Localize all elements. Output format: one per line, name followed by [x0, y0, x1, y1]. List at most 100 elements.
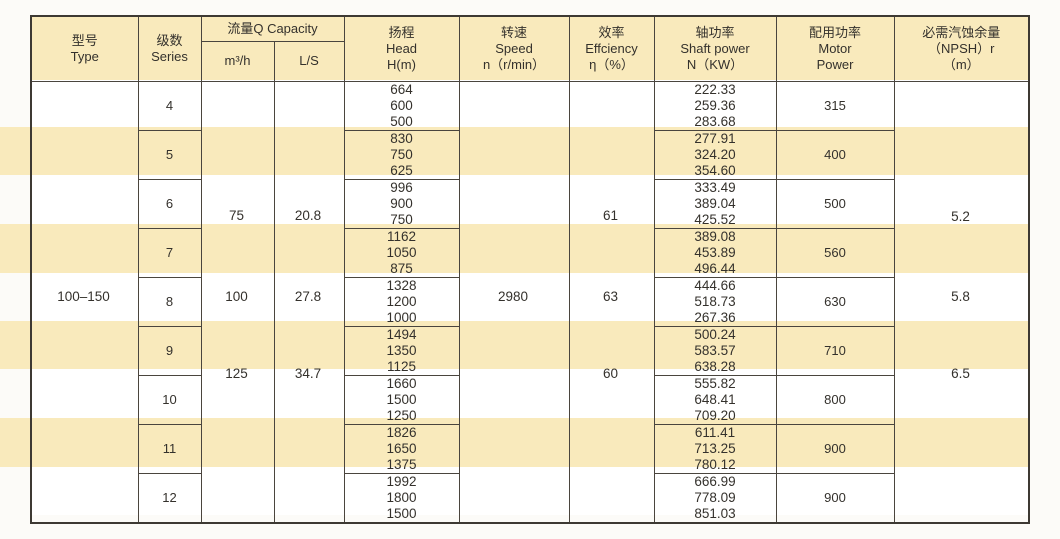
head-value: 1650: [386, 440, 417, 456]
header-shaft-en: Shaft power: [680, 40, 750, 56]
series-cell: 7: [137, 227, 202, 278]
shaft-value: 222.33: [694, 81, 736, 97]
shaft-value: 555.82: [694, 375, 736, 391]
head-value: 1660: [386, 375, 417, 391]
head-cell: 1494 1350 1125: [343, 325, 460, 376]
speed-cell: [458, 80, 570, 523]
series-cell: 12: [137, 472, 202, 523]
speed-value: 2980: [497, 289, 529, 304]
capacity-ls-value: 34.7: [294, 366, 322, 381]
header-head-en: Head: [385, 40, 418, 56]
head-cell: 1826 1650 1375: [343, 423, 460, 474]
header-efficiency-zh: 效率: [598, 24, 625, 40]
shaft-value: 354.60: [694, 162, 736, 178]
npsh-cell: [893, 80, 1030, 523]
motor-cell: 900: [775, 472, 895, 523]
table-row: 12 1992 1800 1500 666.99 778.09 851.03 9…: [31, 472, 1029, 523]
shaft-cell: 555.82 648.41 709.20: [653, 374, 777, 425]
header-speed: 转速 Speed n（r/min）: [458, 15, 570, 82]
efficiency-value: 60: [602, 366, 619, 381]
shaft-value: 425.52: [694, 211, 736, 227]
head-cell: 996 900 750: [343, 178, 460, 229]
shaft-value: 518.73: [694, 293, 736, 309]
head-value: 900: [390, 195, 413, 211]
head-value: 600: [390, 97, 413, 113]
header-speed-en: Speed: [495, 40, 533, 56]
header-shaft-unit: N（KW）: [686, 56, 744, 72]
table-row: 4 664 600 500 222.33 259.36 283.68 315: [30, 80, 1030, 523]
header-motor-zh: 配用功率: [808, 24, 861, 40]
head-cell: 1660 1500 1250: [343, 374, 460, 425]
header-type-en: Type: [70, 48, 99, 64]
shaft-value: 267.36: [694, 309, 736, 325]
head-cell: 830 750 625: [343, 129, 460, 180]
table-row: 9 1494 1350 1125 500.24 583.57 638.28 71…: [31, 325, 1029, 376]
head-value: 1500: [386, 505, 417, 521]
series-cell: 10: [137, 374, 202, 425]
shaft-value: 778.09: [694, 489, 736, 505]
header-npsh-unit: （m）: [942, 56, 980, 72]
header-head: 扬程 Head H(m): [343, 15, 460, 82]
header-capacity-m3h: m³/h: [200, 40, 275, 82]
head-value: 625: [390, 162, 413, 178]
type-value: 100–150: [57, 289, 110, 304]
header-efficiency-unit: η（%）: [589, 56, 634, 72]
motor-cell: 400: [775, 129, 895, 180]
head-cell: 664 600 500: [343, 80, 460, 131]
capacity-m3h-value: 75: [228, 208, 245, 223]
series-cell: 9: [137, 325, 202, 376]
shaft-value: 611.41: [694, 424, 736, 440]
capacity-m3h-value: 100: [225, 289, 248, 304]
shaft-cell: 333.49 389.04 425.52: [653, 178, 777, 229]
header-speed-zh: 转速: [500, 24, 527, 40]
header-type: 型号 Type: [30, 15, 139, 82]
shaft-value: 389.08: [694, 228, 736, 244]
shaft-cell: 277.91 324.20 354.60: [653, 129, 777, 180]
head-value: 750: [390, 211, 413, 227]
efficiency-value: 61: [602, 208, 619, 223]
header-npsh-zh: 必需汽蚀余量: [922, 24, 1001, 40]
series-cell: 4: [137, 80, 202, 131]
shaft-value: 709.20: [694, 407, 736, 423]
head-value: 750: [390, 146, 413, 162]
head-value: 1800: [386, 489, 417, 505]
head-value: 830: [390, 130, 413, 146]
head-value: 1050: [386, 244, 417, 260]
motor-cell: 900: [775, 423, 895, 474]
motor-cell: 800: [775, 374, 895, 425]
efficiency-cell: [568, 80, 655, 523]
head-value: 1350: [386, 342, 417, 358]
shaft-value: 259.36: [694, 97, 736, 113]
shaft-value: 444.66: [694, 277, 736, 293]
capacity-ls-value: 20.8: [294, 208, 322, 223]
shaft-value: 500.24: [694, 326, 736, 342]
capacity-ls-value: 27.8: [294, 289, 322, 304]
table-row: 8 1328 1200 1000 444.66 518.73 267.36 63…: [31, 276, 1029, 327]
header-motor-power: 配用功率 Motor Power: [775, 15, 895, 82]
capacity-m3h-value: 125: [225, 366, 248, 381]
head-value: 1992: [386, 473, 417, 489]
efficiency-value: 63: [602, 289, 619, 304]
header-shaft-zh: 轴功率: [695, 24, 735, 40]
header-type-zh: 型号: [71, 32, 98, 48]
shaft-cell: 389.08 453.89 496.44: [653, 227, 777, 278]
shaft-cell: 222.33 259.36 283.68: [653, 80, 777, 131]
head-value: 1328: [386, 277, 417, 293]
head-value: 1250: [386, 407, 417, 423]
motor-cell: 560: [775, 227, 895, 278]
head-value: 1162: [386, 228, 417, 244]
npsh-value: 5.2: [951, 209, 970, 224]
head-value: 1494: [386, 326, 417, 342]
head-value: 1826: [386, 424, 417, 440]
npsh-value: 6.5: [951, 366, 970, 381]
head-value: 875: [390, 260, 413, 276]
shaft-value: 496.44: [694, 260, 736, 276]
header-series-en: Series: [151, 48, 188, 64]
shaft-value: 389.04: [694, 195, 736, 211]
head-value: 1125: [386, 358, 417, 374]
table-row: 5 830 750 625 277.91 324.20 354.60 400: [31, 129, 1029, 180]
table-row: 7 1162 1050 875 389.08 453.89 496.44 560: [31, 227, 1029, 278]
shaft-cell: 611.41 713.25 780.12: [653, 423, 777, 474]
shaft-value: 638.28: [694, 358, 736, 374]
series-cell: 8: [137, 276, 202, 327]
